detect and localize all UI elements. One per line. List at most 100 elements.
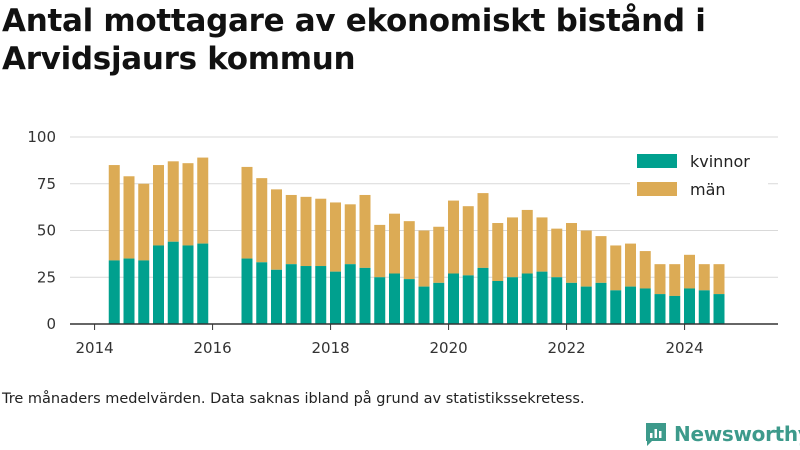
- bar-kvinnor: [625, 286, 636, 324]
- bar-kvinnor: [595, 282, 607, 324]
- bar-kvinnor: [654, 294, 666, 324]
- x-tick-label: 2014: [75, 339, 113, 357]
- chart-title: Antal mottagare av ekonomiskt bistånd i …: [2, 3, 706, 77]
- bar-kvinnor: [153, 245, 164, 324]
- bar-man: [197, 157, 209, 244]
- legend-swatch-man: [637, 182, 677, 196]
- y-tick-label: 75: [37, 175, 56, 193]
- bar-kvinnor: [462, 275, 474, 324]
- bar-kvinnor: [536, 271, 548, 324]
- bar-man: [374, 224, 386, 278]
- x-tick-label: 2024: [665, 339, 703, 357]
- bar-man: [580, 230, 592, 287]
- bar-kvinnor: [108, 260, 120, 324]
- bar-kvinnor: [492, 280, 504, 324]
- bar-kvinnor: [315, 266, 327, 324]
- footnote: Tre månaders medelvärden. Data saknas ib…: [2, 391, 585, 407]
- bar-man: [315, 198, 327, 267]
- bar-man: [625, 243, 636, 287]
- bar-kvinnor: [359, 267, 371, 324]
- bar-kvinnor: [684, 288, 695, 324]
- bars: [108, 157, 725, 324]
- legend-label-man: män: [690, 180, 726, 199]
- bar-man: [389, 213, 400, 274]
- bar-kvinnor: [167, 241, 179, 324]
- bar-kvinnor: [580, 286, 592, 324]
- x-tick-label: 2016: [193, 339, 231, 357]
- bar-man: [713, 264, 725, 295]
- bar-kvinnor: [639, 288, 651, 324]
- bar-kvinnor: [123, 258, 135, 324]
- bar-kvinnor: [433, 282, 445, 324]
- bar-kvinnor: [241, 258, 253, 324]
- bar-man: [167, 161, 179, 242]
- bar-kvinnor: [566, 282, 577, 324]
- bar-man: [123, 176, 135, 259]
- bar-man: [403, 221, 415, 280]
- bar-kvinnor: [713, 294, 725, 324]
- y-axis-ticks: 0 25 50 75 100: [27, 128, 56, 333]
- brand-logo[interactable]: Newsworthy: [644, 420, 800, 448]
- bar-kvinnor: [300, 266, 312, 324]
- bar-man: [462, 206, 474, 276]
- bar-kvinnor: [344, 264, 356, 324]
- bar-man: [256, 178, 268, 263]
- y-tick-label: 100: [27, 128, 56, 146]
- bar-man: [669, 264, 681, 296]
- bar-man: [654, 264, 666, 295]
- y-tick-label: 50: [37, 222, 56, 240]
- x-axis-ticks: 2014 2016 2018 2020 2022 2024: [75, 339, 703, 357]
- x-axis: [70, 323, 778, 330]
- x-tick-label: 2018: [311, 339, 349, 357]
- bar-kvinnor: [521, 273, 533, 324]
- legend-swatch-kvinnor: [637, 154, 677, 168]
- x-tick-label: 2020: [429, 339, 467, 357]
- y-tick-label: 25: [37, 268, 56, 286]
- x-tick-label: 2022: [547, 339, 585, 357]
- newsworthy-logo-icon: [646, 423, 666, 446]
- bar-man: [271, 189, 282, 270]
- bar-man: [521, 209, 533, 274]
- bar-man: [639, 251, 651, 289]
- bar-man: [698, 264, 710, 291]
- bar-man: [418, 230, 430, 287]
- bar-kvinnor: [182, 245, 194, 324]
- bar-kvinnor: [698, 290, 710, 324]
- stacked-bar-chart: 0 25 50 75 100 2014 2016 2018 2020 2022 2024 kvin…: [27, 128, 778, 357]
- bar-man: [595, 236, 607, 283]
- bar-man: [477, 193, 489, 268]
- bar-man: [241, 166, 253, 259]
- bar-kvinnor: [330, 271, 341, 324]
- bar-man: [153, 165, 164, 246]
- bar-man: [344, 204, 356, 265]
- bar-man: [448, 200, 459, 274]
- bar-kvinnor: [271, 269, 282, 324]
- bar-kvinnor: [389, 273, 400, 324]
- bar-man: [285, 194, 297, 265]
- bar-man: [108, 165, 120, 261]
- bar-kvinnor: [285, 264, 297, 324]
- bar-kvinnor: [448, 273, 459, 324]
- legend: kvinnor män: [630, 146, 768, 204]
- bar-kvinnor: [610, 290, 622, 324]
- bar-man: [610, 245, 622, 291]
- bar-man: [566, 223, 577, 283]
- bar-man: [684, 254, 695, 289]
- bar-man: [551, 228, 563, 278]
- bar-kvinnor: [477, 267, 489, 324]
- bar-kvinnor: [418, 286, 430, 324]
- y-tick-label: 0: [46, 315, 56, 333]
- bar-man: [330, 202, 341, 272]
- bar-kvinnor: [138, 260, 150, 324]
- bar-kvinnor: [403, 279, 415, 324]
- bar-man: [300, 196, 312, 267]
- bar-man: [492, 223, 504, 281]
- bar-man: [359, 194, 371, 268]
- bar-man: [507, 217, 518, 278]
- bar-kvinnor: [551, 277, 563, 324]
- bar-kvinnor: [197, 243, 209, 324]
- brand-name: Newsworthy: [674, 422, 800, 446]
- bar-kvinnor: [669, 295, 681, 324]
- bar-kvinnor: [374, 277, 386, 324]
- bar-kvinnor: [256, 262, 268, 324]
